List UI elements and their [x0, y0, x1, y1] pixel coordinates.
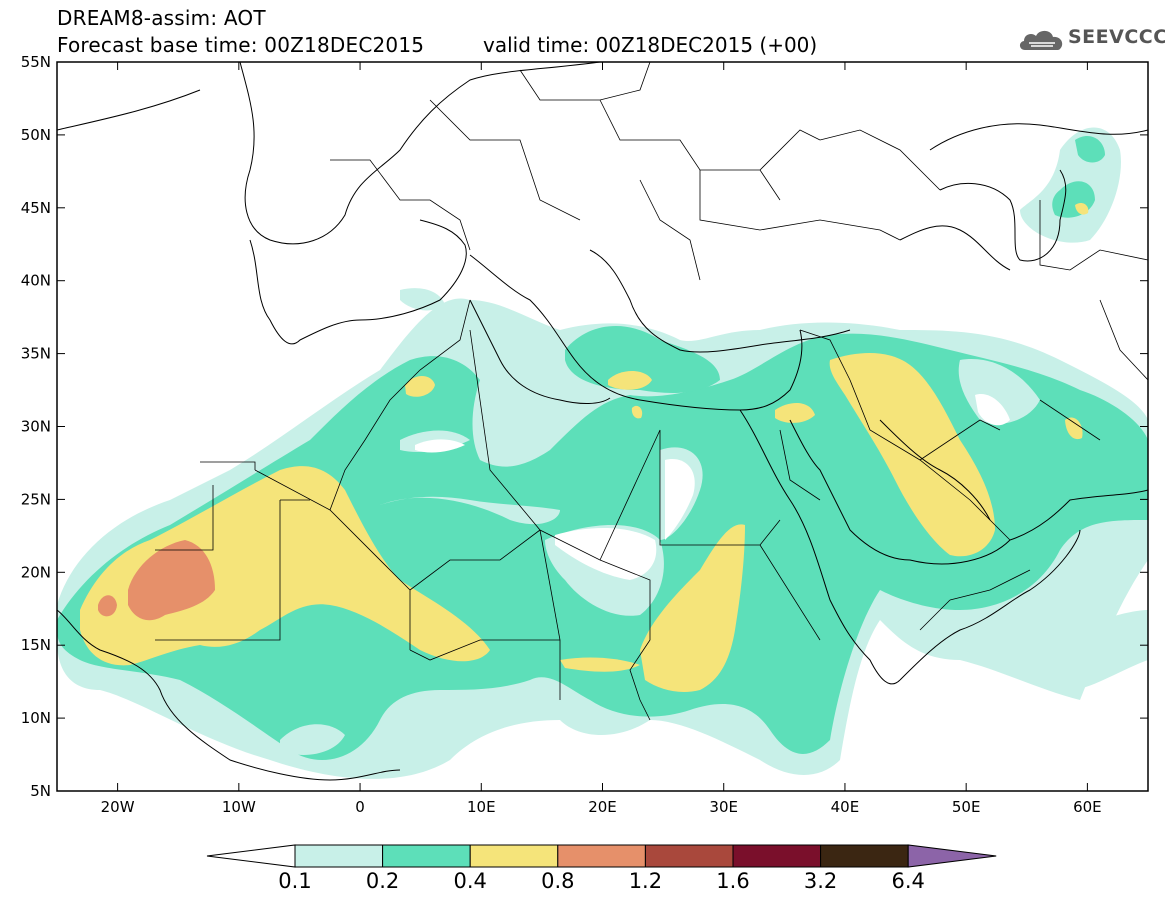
- colorbar-label: 1.6: [716, 869, 750, 893]
- colorbar-swatch: [732, 844, 822, 868]
- colorbar-label: 0.2: [365, 869, 400, 893]
- colorbar-max-arrow: [907, 844, 997, 868]
- x-tick-label: 10E: [467, 798, 496, 816]
- x-tick-label: 40E: [831, 798, 860, 816]
- colorbar-min-arrow: [206, 844, 296, 868]
- x-tick-label: 20W: [101, 798, 135, 816]
- y-tick-label: 55N: [21, 53, 51, 71]
- colorbar-swatch: [820, 844, 909, 868]
- coastlines: [57, 62, 1148, 781]
- x-tick-label: 10W: [222, 798, 256, 816]
- aot-below-threshold: [415, 394, 1010, 580]
- x-tick-label: 20E: [588, 798, 617, 816]
- forecast-base-time: Forecast base time: 00Z18DEC2015: [57, 33, 425, 57]
- seevccc-logo: SEEVCCC: [1017, 26, 1165, 54]
- y-tick-label: 35N: [21, 345, 51, 363]
- y-tick-label: 15N: [21, 636, 51, 654]
- color-bar: [206, 844, 997, 868]
- aot-level-0.8: [98, 540, 215, 621]
- colorbar-label: 0.4: [453, 869, 487, 893]
- x-tick-label: 50E: [952, 798, 981, 816]
- y-axis: 5N 10N 15N 20N 25N 30N 35N 40N 45N 50N 55N: [21, 53, 1148, 800]
- y-tick-label: 10N: [21, 709, 51, 727]
- colorbar-swatch: [294, 844, 384, 868]
- colorbar-label: 0.1: [278, 869, 312, 893]
- colorbar-label: 6.4: [891, 869, 925, 893]
- map-title: DREAM8-assim: AOT: [57, 6, 266, 30]
- y-tick-label: 50N: [21, 126, 51, 144]
- y-tick-label: 45N: [21, 199, 51, 217]
- x-tick-label: 30E: [709, 798, 738, 816]
- colorbar-swatch: [469, 844, 559, 868]
- colorbar-swatch: [382, 844, 471, 868]
- colorbar-label: 3.2: [803, 869, 838, 893]
- country-borders: [155, 62, 1148, 721]
- y-tick-label: 20N: [21, 563, 51, 581]
- y-tick-label: 30N: [21, 418, 51, 436]
- cloud-icon: [1019, 30, 1063, 50]
- y-tick-label: 25N: [21, 490, 51, 508]
- logo-text: SEEVCCC: [1068, 26, 1165, 48]
- aot-field: [57, 127, 1148, 779]
- x-axis: 20W 10W 0 10E 20E 30E 40E 50E 60E: [101, 62, 1102, 816]
- colorbar-swatch: [644, 844, 734, 868]
- colorbar-swatch: [557, 844, 646, 868]
- aot-level-0.4: [80, 202, 1089, 692]
- valid-time: valid time: 00Z18DEC2015 (+00): [483, 33, 818, 57]
- colorbar-label: 1.2: [628, 869, 663, 893]
- x-tick-label: 0: [355, 798, 365, 816]
- y-tick-label: 5N: [30, 782, 51, 800]
- colorbar-label: 0.8: [541, 869, 575, 893]
- x-tick-label: 60E: [1073, 798, 1102, 816]
- y-tick-label: 40N: [21, 272, 51, 290]
